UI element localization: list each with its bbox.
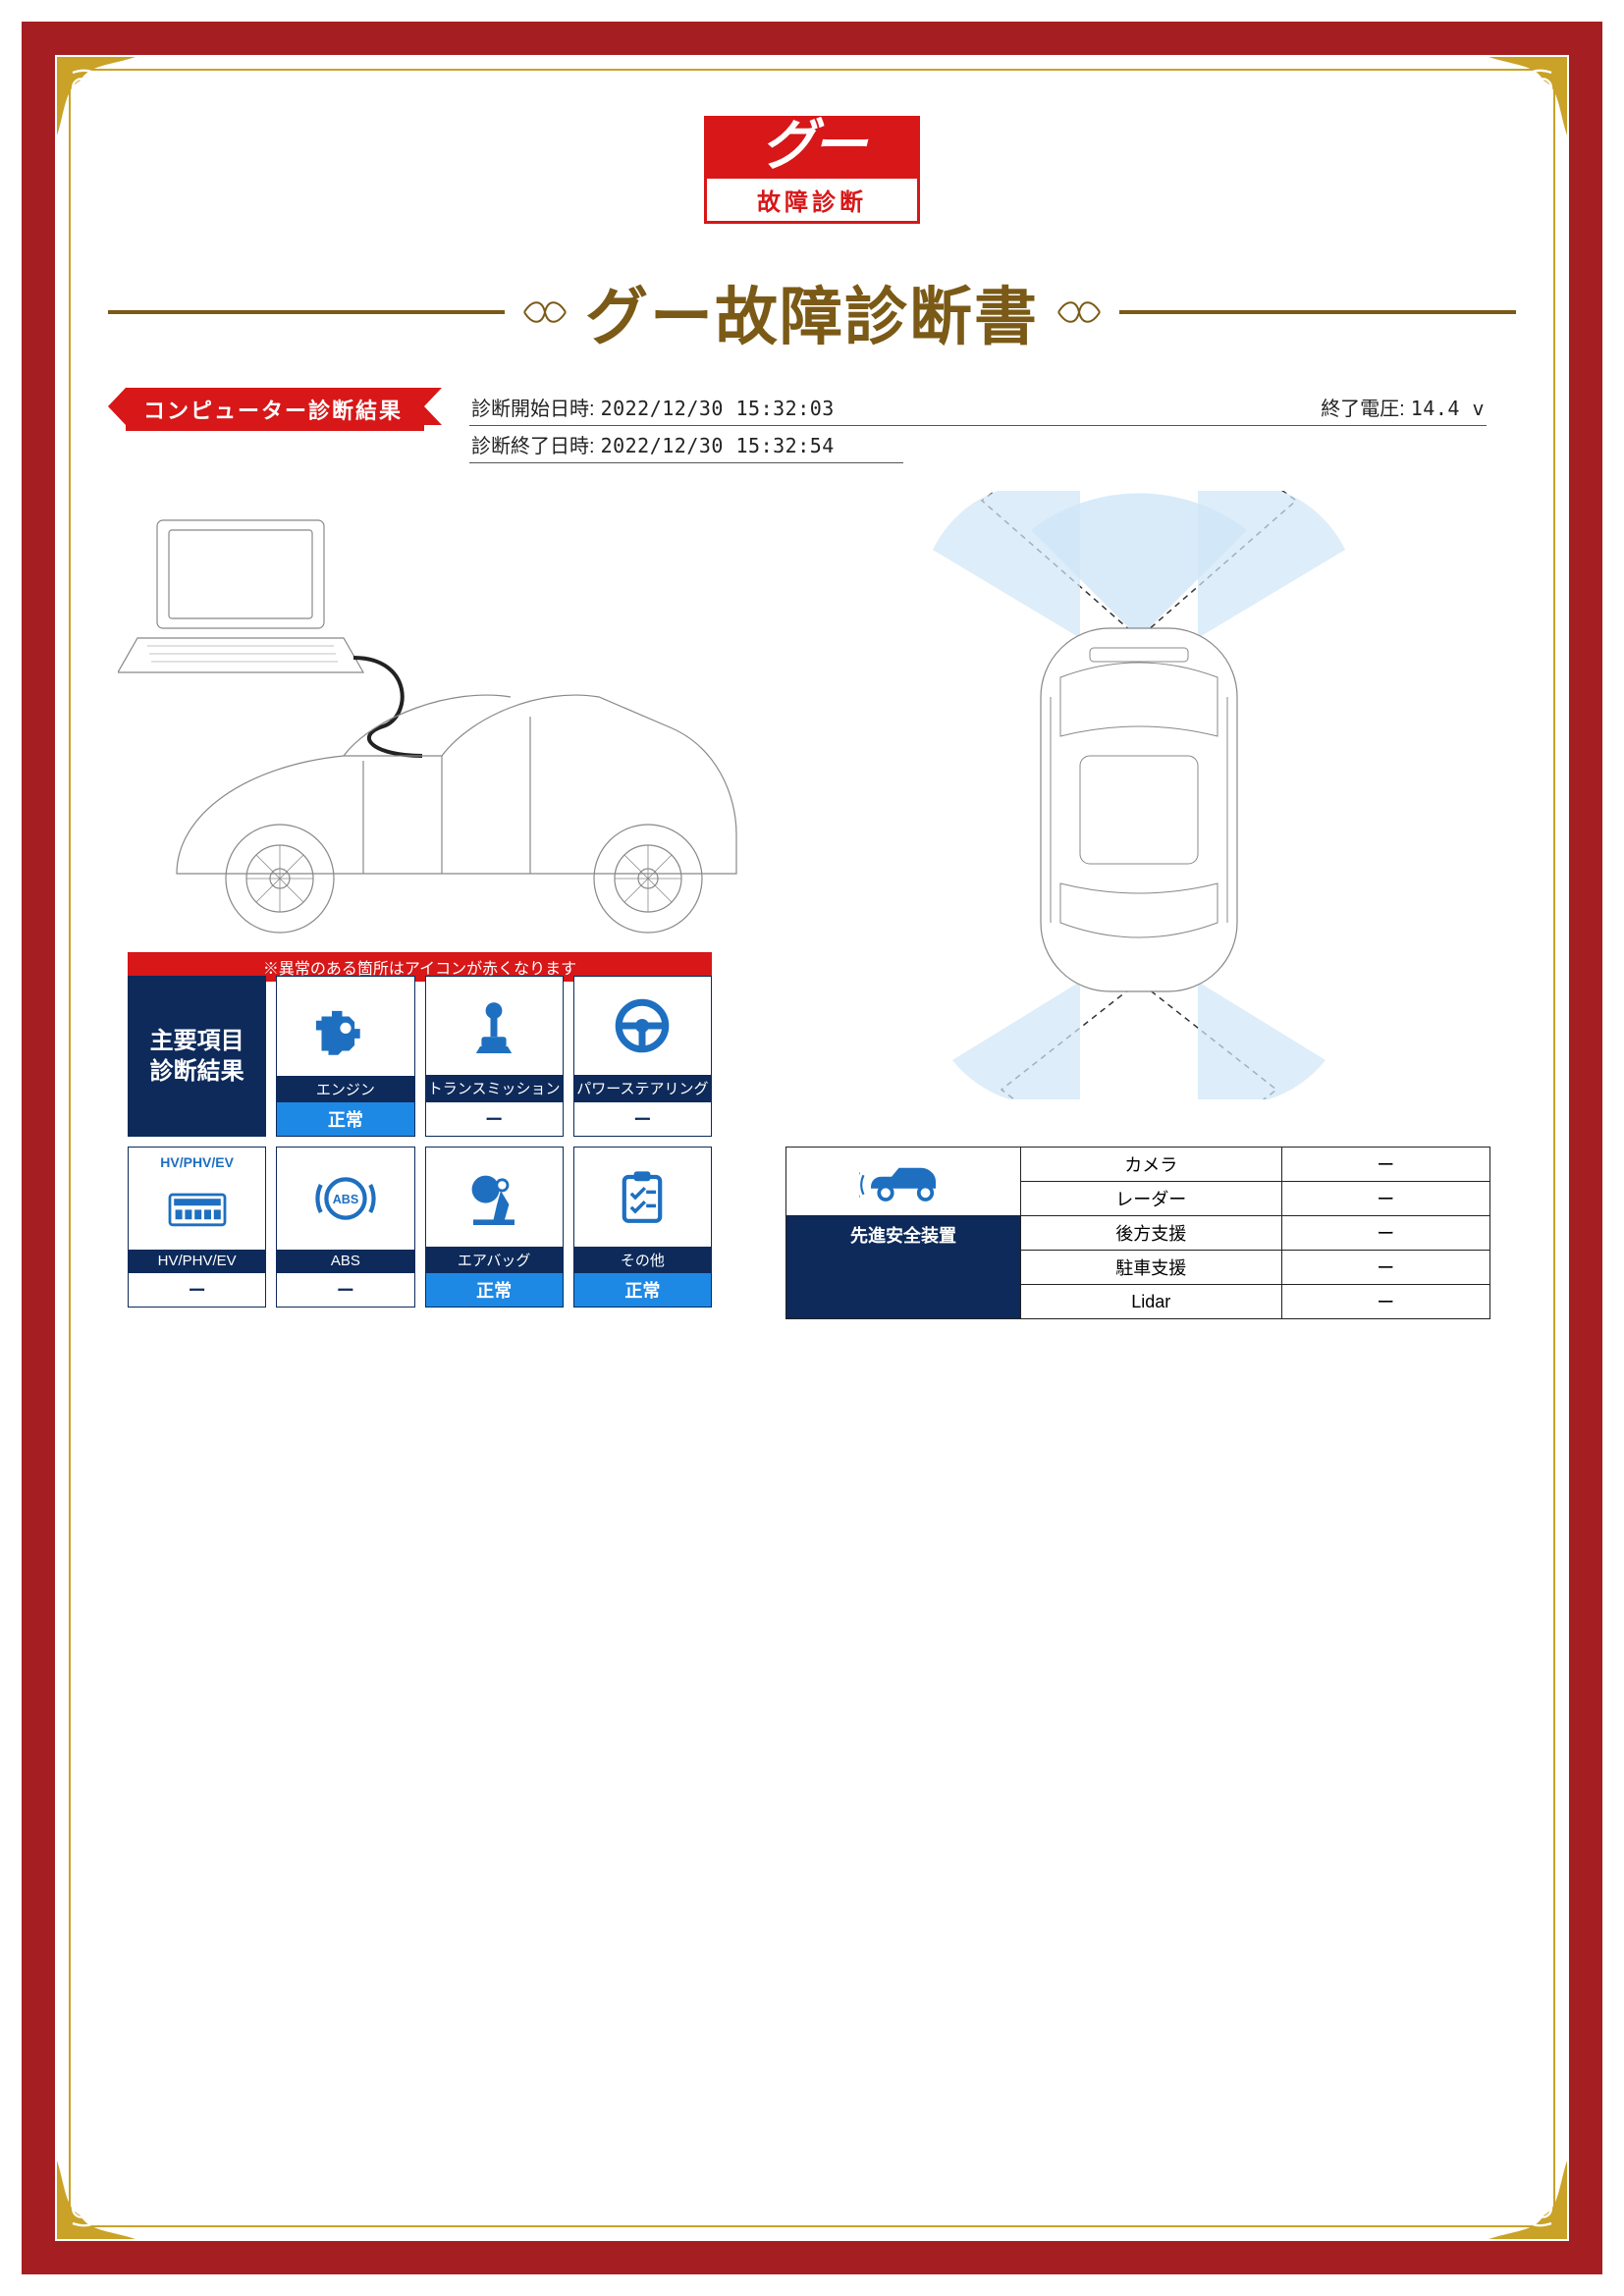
- corner-ornament-icon: [1489, 2161, 1567, 2239]
- tile-label: その他: [574, 1247, 711, 1273]
- safety-name: Lidar: [1021, 1285, 1282, 1319]
- engine-icon: [277, 977, 413, 1076]
- tile-label: トランスミッション: [426, 1075, 563, 1101]
- safety-value: ー: [1281, 1182, 1489, 1216]
- flourish-icon: [522, 297, 568, 327]
- page-title: グー故障診断書: [585, 267, 1039, 357]
- title-row: グー故障診断書: [108, 267, 1516, 357]
- safety-name: レーダー: [1021, 1182, 1282, 1216]
- airbag-icon: [426, 1148, 563, 1247]
- meta-end-label: 診断終了日時:: [471, 430, 595, 458]
- flourish-icon: [1056, 297, 1102, 327]
- transmission-icon: [426, 977, 563, 1075]
- safety-name: カメラ: [1021, 1148, 1282, 1182]
- tile-label: エンジン: [277, 1076, 413, 1102]
- tile-status: ー: [277, 1272, 413, 1307]
- tile-label: パワーステアリング: [574, 1075, 711, 1101]
- meta-start-value: 2022/12/30 15:32:03: [601, 397, 835, 420]
- abs-icon: ABS: [277, 1148, 413, 1250]
- safety-car-icon: [786, 1148, 1020, 1216]
- safety-table: 先進安全装置 カメラ ー レーダー ー 後方支援 ー 駐車支援 ー Lidar …: [785, 1147, 1490, 1319]
- hv-icon: HV/PHV/EV: [129, 1148, 265, 1250]
- tile-hv: HV/PHV/EV HV/PHV/EV ー: [128, 1147, 266, 1308]
- hv-text: HV/PHV/EV: [160, 1154, 234, 1170]
- logo-sub: 故障診断: [704, 179, 920, 224]
- safety-value: ー: [1281, 1148, 1489, 1182]
- ribbon-label: コンピューター診断結果: [126, 388, 424, 431]
- tile-status: ー: [574, 1101, 711, 1136]
- meta-start-label: 診断開始日時:: [471, 393, 595, 421]
- logo-brand: グー: [704, 116, 920, 179]
- tile-status: ー: [426, 1101, 563, 1136]
- meta-volt-label: 終了電圧:: [1321, 393, 1405, 421]
- tile-engine: エンジン 正常: [276, 976, 414, 1137]
- tile-airbag: エアバッグ 正常: [425, 1147, 564, 1308]
- steering-icon: [574, 977, 711, 1075]
- tile-abs: ABS ABS ー: [276, 1147, 414, 1308]
- tile-transmission: トランスミッション ー: [425, 976, 564, 1137]
- corner-ornament-icon: [1489, 57, 1567, 135]
- title-line-left: [108, 310, 505, 314]
- safety-name: 駐車支援: [1021, 1251, 1282, 1285]
- meta-row-top: 診断開始日時: 2022/12/30 15:32:03 終了電圧: 14.4 v: [469, 389, 1487, 426]
- tile-status: 正常: [277, 1102, 413, 1136]
- section-ribbon: コンピューター診断結果: [126, 391, 424, 428]
- main-header-label: 主要項目 診断結果: [150, 1026, 244, 1087]
- meta-volt-value: 14.4 v: [1411, 397, 1485, 420]
- car-side-illustration: [118, 491, 746, 942]
- tile-label: HV/PHV/EV: [129, 1250, 265, 1272]
- tile-status: 正常: [574, 1273, 711, 1307]
- safety-value: ー: [1281, 1251, 1489, 1285]
- clipboard-icon: [574, 1148, 711, 1247]
- meta-end-value: 2022/12/30 15:32:54: [601, 434, 835, 457]
- safety-value: ー: [1281, 1216, 1489, 1251]
- svg-text:ABS: ABS: [333, 1193, 359, 1206]
- main-header-tile: 主要項目 診断結果: [128, 976, 266, 1137]
- title-line-right: [1119, 310, 1516, 314]
- safety-name: 後方支援: [1021, 1216, 1282, 1251]
- car-top-illustration: [785, 491, 1492, 1099]
- tile-steering: パワーステアリング ー: [573, 976, 712, 1137]
- page: グー 故障診断 グー故障診断書 コンピューター診断結果 診断開始日時: 2022…: [0, 0, 1624, 2296]
- diagnostic-grid: 主要項目 診断結果 エンジン 正常 トランスミッション ー パワーステアリング …: [128, 976, 712, 1308]
- safety-header: 先進安全装置: [786, 1216, 1020, 1254]
- safety-value: ー: [1281, 1285, 1489, 1319]
- tile-status: ー: [129, 1272, 265, 1307]
- corner-ornament-icon: [57, 2161, 135, 2239]
- tile-other: その他 正常: [573, 1147, 712, 1308]
- tile-status: 正常: [426, 1273, 563, 1307]
- corner-ornament-icon: [57, 57, 135, 135]
- meta-row-end: 診断終了日時: 2022/12/30 15:32:54: [469, 426, 903, 463]
- tile-label: ABS: [277, 1250, 413, 1272]
- meta-block: 診断開始日時: 2022/12/30 15:32:03 終了電圧: 14.4 v…: [469, 389, 1487, 463]
- logo: グー 故障診断: [704, 116, 920, 224]
- tile-label: エアバッグ: [426, 1247, 563, 1273]
